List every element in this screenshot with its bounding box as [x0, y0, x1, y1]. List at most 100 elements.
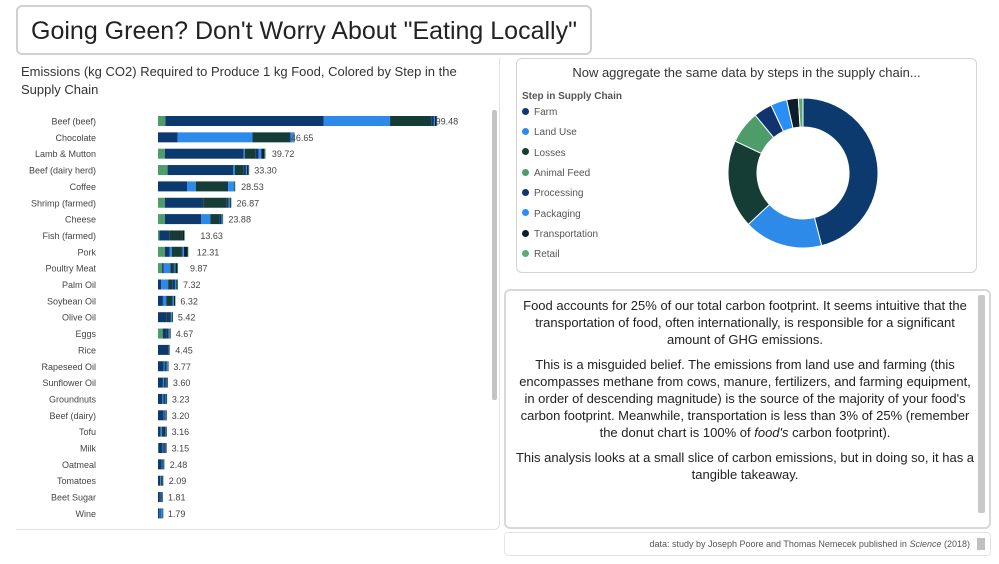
- bar-segment-packaging[interactable]: [168, 328, 170, 339]
- bar-segment-losses[interactable]: [390, 116, 432, 126]
- bar-segment-losses[interactable]: [169, 230, 183, 241]
- bar-segment-transportation[interactable]: [162, 508, 164, 519]
- bar-segment-animal-feed[interactable]: [158, 116, 166, 126]
- bar-segment-land-use[interactable]: [159, 508, 161, 519]
- bar-segment-losses[interactable]: [171, 246, 182, 257]
- bar-segment-farm[interactable]: [158, 312, 167, 323]
- bar-segment-packaging[interactable]: [170, 312, 172, 323]
- bar-segment-packaging[interactable]: [228, 181, 234, 192]
- legend-item-processing[interactable]: Processing: [522, 187, 583, 201]
- bar-segment-processing[interactable]: [173, 263, 175, 274]
- bar-segment-processing[interactable]: [172, 279, 175, 290]
- legend-item-transportation[interactable]: Transportation: [522, 228, 598, 242]
- bar-segment-land-use[interactable]: [161, 279, 169, 290]
- bar-segment-losses[interactable]: [166, 295, 172, 306]
- bar-segment-processing[interactable]: [164, 393, 166, 404]
- bar-segment-losses[interactable]: [170, 263, 174, 274]
- bar-segment-animal-feed[interactable]: [158, 246, 165, 257]
- bar-segment-transportation[interactable]: [167, 361, 169, 372]
- bar-segment-farm[interactable]: [158, 475, 161, 486]
- bar-segment-losses[interactable]: [252, 132, 290, 143]
- bar-segment-transportation[interactable]: [169, 328, 171, 339]
- bar-segment-land-use[interactable]: [177, 132, 253, 143]
- bar-segment-transportation[interactable]: [233, 181, 235, 192]
- bar-segment-losses[interactable]: [166, 328, 169, 339]
- bar-segment-losses[interactable]: [244, 148, 256, 159]
- bar-segment-transportation[interactable]: [166, 410, 167, 421]
- bar-segment-retail[interactable]: [187, 246, 189, 257]
- legend-item-retail[interactable]: Retail: [522, 248, 560, 262]
- bar-segment-animal-feed[interactable]: [158, 443, 159, 453]
- bar-segment-processing[interactable]: [181, 246, 183, 257]
- bar-segment-packaging[interactable]: [165, 410, 167, 421]
- bar-segment-land-use[interactable]: [163, 361, 165, 372]
- bar-chart-scrollbar[interactable]: [492, 110, 497, 400]
- donut-slice-retail[interactable]: [797, 97, 804, 128]
- bar-segment-transportation[interactable]: [175, 263, 178, 274]
- bar-segment-farm[interactable]: [158, 279, 162, 290]
- bar-segment-farm[interactable]: [158, 377, 163, 388]
- bar-segment-retail[interactable]: [248, 165, 250, 176]
- bar-segment-packaging[interactable]: [182, 246, 185, 257]
- bar-segment-animal-feed[interactable]: [158, 148, 165, 159]
- bar-segment-transportation[interactable]: [166, 393, 168, 404]
- bar-segment-packaging[interactable]: [258, 148, 262, 159]
- bar-segment-farm[interactable]: [165, 116, 324, 126]
- bar-segment-packaging[interactable]: [228, 197, 230, 208]
- bar-segment-animal-feed[interactable]: [158, 230, 160, 241]
- bar-segment-farm[interactable]: [164, 197, 204, 208]
- bar-segment-processing[interactable]: [219, 214, 222, 225]
- bar-segment-losses[interactable]: [164, 410, 166, 421]
- bar-segment-losses[interactable]: [163, 443, 165, 453]
- bar-segment-retail[interactable]: [234, 181, 236, 192]
- bar-segment-farm[interactable]: [158, 492, 160, 503]
- bar-segment-processing[interactable]: [226, 197, 229, 208]
- legend-item-losses[interactable]: Losses: [522, 147, 566, 161]
- bar-segment-farm[interactable]: [158, 410, 164, 421]
- bar-segment-packaging[interactable]: [174, 263, 176, 274]
- bar-segment-retail[interactable]: [264, 148, 266, 159]
- bar-segment-losses[interactable]: [164, 377, 166, 388]
- bar-segment-retail[interactable]: [177, 263, 179, 274]
- bar-segment-land-use[interactable]: [233, 165, 235, 176]
- bar-segment-land-use[interactable]: [243, 148, 245, 159]
- bar-segment-farm[interactable]: [158, 361, 164, 372]
- bar-segment-transportation[interactable]: [166, 426, 167, 437]
- bar-segment-land-use[interactable]: [163, 410, 165, 421]
- bar-segment-animal-feed[interactable]: [158, 328, 163, 339]
- bar-segment-farm[interactable]: [158, 426, 161, 437]
- bar-segment-transportation[interactable]: [167, 377, 168, 388]
- bar-segment-processing[interactable]: [226, 181, 229, 192]
- bar-segment-land-use[interactable]: [161, 459, 163, 470]
- bar-segment-packaging[interactable]: [166, 361, 168, 372]
- bar-segment-losses[interactable]: [164, 361, 166, 372]
- donut-slice-farm[interactable]: [802, 97, 879, 247]
- bar-segment-transportation[interactable]: [171, 312, 173, 323]
- legend-item-packaging[interactable]: Packaging: [522, 208, 581, 222]
- bar-segment-transportation[interactable]: [247, 165, 249, 176]
- bar-segment-processing[interactable]: [165, 377, 167, 388]
- bar-segment-land-use[interactable]: [169, 246, 172, 257]
- bar-segment-retail[interactable]: [184, 230, 185, 241]
- bar-segment-transportation[interactable]: [435, 116, 437, 126]
- bar-segment-processing[interactable]: [165, 410, 166, 421]
- bar-segment-processing[interactable]: [255, 148, 259, 159]
- bar-segment-farm[interactable]: [158, 508, 160, 519]
- bar-segment-transportation[interactable]: [162, 475, 163, 486]
- bar-segment-farm[interactable]: [158, 344, 169, 355]
- bar-segment-processing[interactable]: [168, 312, 171, 323]
- narrative-scrollbar[interactable]: [978, 295, 985, 513]
- bar-segment-retail[interactable]: [230, 197, 232, 208]
- bar-segment-farm[interactable]: [167, 165, 234, 176]
- bar-segment-farm[interactable]: [162, 328, 167, 339]
- bar-segment-land-use[interactable]: [160, 475, 161, 486]
- bar-segment-farm[interactable]: [158, 132, 178, 143]
- bar-segment-processing[interactable]: [243, 165, 246, 176]
- bar-segment-processing[interactable]: [431, 116, 434, 126]
- bar-segment-farm[interactable]: [164, 148, 244, 159]
- bar-segment-losses[interactable]: [234, 165, 244, 176]
- bar-segment-retail[interactable]: [162, 475, 164, 486]
- bar-segment-land-use[interactable]: [162, 443, 164, 453]
- bar-segment-processing[interactable]: [289, 132, 291, 143]
- bar-segment-land-use[interactable]: [162, 295, 167, 306]
